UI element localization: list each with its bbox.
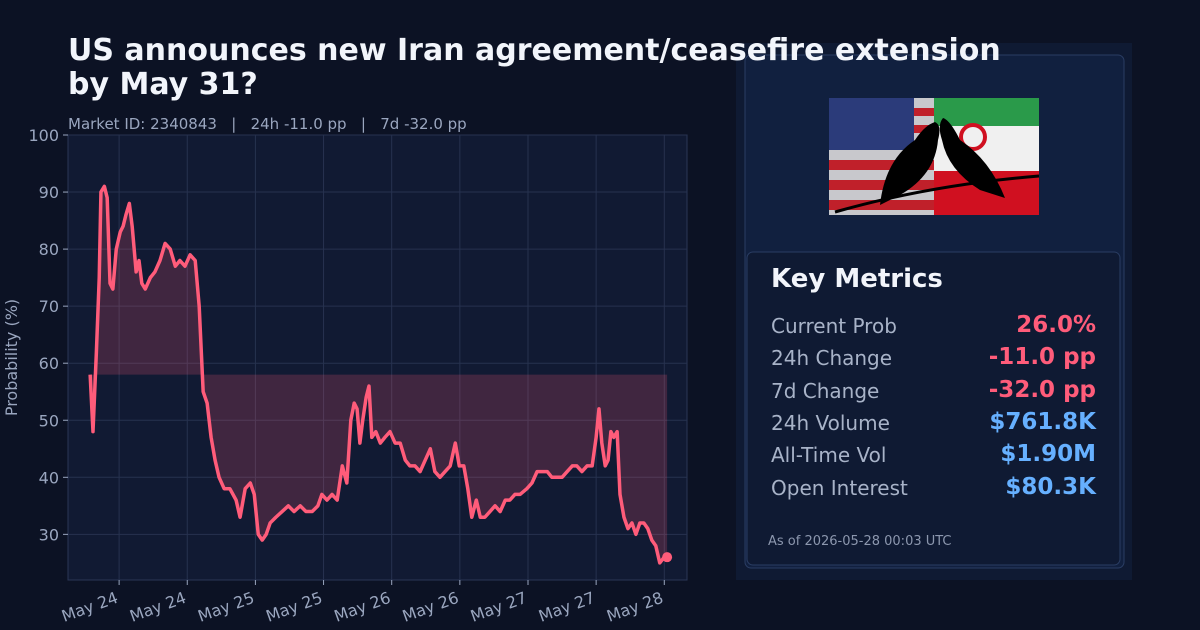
metric-label: All-Time Vol [771, 443, 887, 468]
y-tick-label: 60 [39, 354, 59, 373]
metric-row: 7d Change -32.0 pp [771, 376, 1096, 403]
metric-row: All-Time Vol $1.90M [771, 441, 1096, 468]
y-axis-label: Probability (%) [2, 299, 21, 416]
y-tick-label: 70 [39, 297, 59, 316]
y-tick-label: 30 [39, 525, 59, 544]
metric-row: 24h Change -11.0 pp [771, 344, 1096, 371]
metric-row: Open Interest $80.3K [771, 473, 1096, 500]
metric-value: $80.3K [1005, 473, 1096, 500]
metric-label: 7d Change [771, 378, 880, 403]
y-tick-label: 90 [39, 183, 59, 202]
x-tick-label: May 27 [468, 588, 529, 626]
panel-title: Key Metrics [771, 264, 943, 294]
metrics-card [746, 251, 1121, 566]
footer: As of 2026-05-28 00:03 UTC [768, 534, 952, 549]
metric-row: Current Prob 26.0% [771, 312, 1096, 338]
subtitle: Market ID: 2340843 | 24h -11.0 pp | 7d -… [68, 115, 467, 133]
y-tick-label: 50 [39, 411, 59, 430]
metric-value: $761.8K [989, 408, 1096, 435]
x-tick-label: May 25 [195, 588, 256, 626]
y-tick-label: 100 [28, 126, 59, 145]
y-tick-label: 80 [39, 240, 59, 259]
metric-label: 24h Volume [771, 410, 890, 435]
x-tick-label: May 28 [604, 588, 665, 626]
plot-area [67, 134, 688, 581]
metric-label: Current Prob [771, 314, 897, 338]
end-point [662, 552, 673, 563]
metric-label: 24h Change [771, 346, 893, 371]
x-tick-label: May 26 [332, 588, 393, 626]
metric-value: $1.90M [1000, 441, 1096, 468]
metric-value: 26.0% [1016, 312, 1096, 338]
y-tick-label: 40 [39, 468, 59, 487]
line [88, 184, 668, 565]
x-tick-label: May 27 [536, 588, 597, 626]
metric-label: Open Interest [771, 475, 908, 500]
x-tick-label: May 24 [127, 588, 188, 626]
metric-row: 24h Volume $761.8K [771, 408, 1096, 435]
x-tick-label: May 24 [59, 588, 120, 626]
metric-value: -11.0 pp [988, 344, 1096, 371]
x-tick-label: May 25 [263, 588, 324, 626]
area-fill [90, 186, 668, 563]
metric-value: -32.0 pp [988, 376, 1096, 403]
flag-image [829, 98, 1040, 215]
chart-title: US announces new Iran agreement/ceasefir… [68, 33, 1001, 102]
x-tick-label: May 26 [400, 588, 461, 626]
